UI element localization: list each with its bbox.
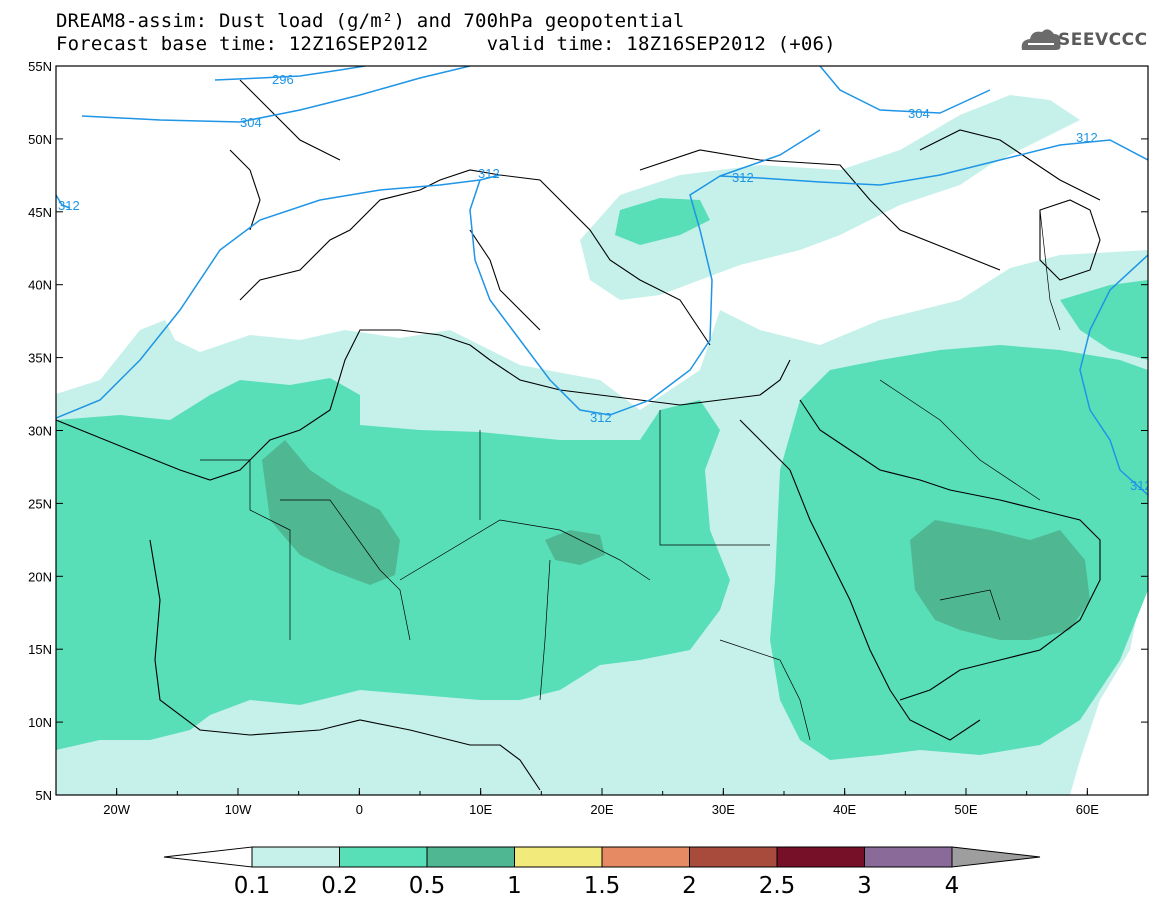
contour-label: 304 [908, 106, 930, 121]
colorbar-label: 2 [682, 873, 697, 899]
colorbar-label: 1.5 [583, 873, 621, 899]
lat-tick-label: 55N [28, 59, 52, 74]
dust-area-0.2-balkans [615, 198, 710, 245]
colorbar-label: 1 [507, 873, 522, 899]
dust-area-0.5-libya [545, 530, 605, 565]
map-title: DREAM8-assim: Dust load (g/m²) and 700hP… [56, 10, 685, 32]
colorbar-swatch [514, 846, 603, 868]
lat-tick-label: 30N [28, 424, 52, 439]
lat-tick-label: 40N [28, 278, 52, 293]
lat-tick-label: 10N [28, 715, 52, 730]
lat-tick-label: 50N [28, 132, 52, 147]
lon-tick-label: 60E [1076, 802, 1099, 817]
contour-label: 304 [240, 115, 262, 130]
seevccc-logo-text: SEEVCCC [1058, 30, 1148, 50]
colorbar-high-arrow [951, 846, 1041, 868]
lon-tick-label: 10W [225, 802, 252, 817]
contour-label: 312 [478, 166, 500, 181]
lon-tick-label: 20E [590, 802, 613, 817]
dust-area-0.2-caspian [1060, 280, 1148, 360]
contour-label: 312 [1076, 130, 1098, 145]
lon-tick-label: 10E [469, 802, 492, 817]
dust-area-0.5-sahara [262, 440, 400, 585]
contour-label: 312 [1130, 478, 1152, 493]
colorbar-swatch [339, 846, 428, 868]
geopotential-contours [56, 66, 1148, 496]
contour-label: 296 [272, 72, 294, 87]
lat-tick-label: 35N [28, 351, 52, 366]
colorbar-label: 4 [944, 873, 960, 899]
lat-tick-label: 25N [28, 496, 52, 511]
contour-label: 312 [58, 198, 80, 213]
lat-tick-label: 45N [28, 205, 52, 220]
colorbar [163, 846, 1041, 868]
coastlines [56, 79, 1101, 791]
colorbar-low-arrow [163, 846, 253, 868]
colorbar-label: 3 [857, 873, 872, 899]
colorbar-swatch [426, 846, 515, 868]
colorbar-swatch [864, 846, 953, 868]
colorbar-label: 0.1 [233, 873, 271, 899]
dust-area-0.5-arabia [910, 520, 1090, 640]
lon-tick-label: 0 [356, 802, 363, 817]
colorbar-label: 0.2 [321, 873, 358, 899]
colorbar-label: 0.5 [408, 873, 446, 899]
lon-tick-label: 30E [712, 802, 735, 817]
forecast-time-subtitle: Forecast base time: 12Z16SEP2012 valid t… [56, 33, 836, 55]
colorbar-swatch [251, 846, 340, 868]
lat-tick-label: 15N [28, 642, 52, 657]
cloud-logo-icon [1021, 29, 1061, 50]
dust-area-0.1-north [580, 95, 1080, 300]
contour-labels: 296 304 304 312 312 312 312 312 312 [58, 72, 1152, 493]
colorbar-swatch [689, 846, 778, 868]
lon-tick-label: 20W [103, 802, 130, 817]
lat-tick-label: 5N [35, 788, 52, 803]
contour-label: 312 [732, 170, 754, 185]
lon-tick-label: 40E [833, 802, 856, 817]
colorbar-swatch [776, 846, 865, 868]
colorbar-label: 2.5 [758, 873, 796, 899]
borders [200, 209, 1061, 741]
contour-label: 312 [590, 410, 612, 425]
lat-tick-label: 20N [28, 569, 52, 584]
lon-tick-label: 50E [954, 802, 977, 817]
colorbar-swatch [601, 846, 690, 868]
